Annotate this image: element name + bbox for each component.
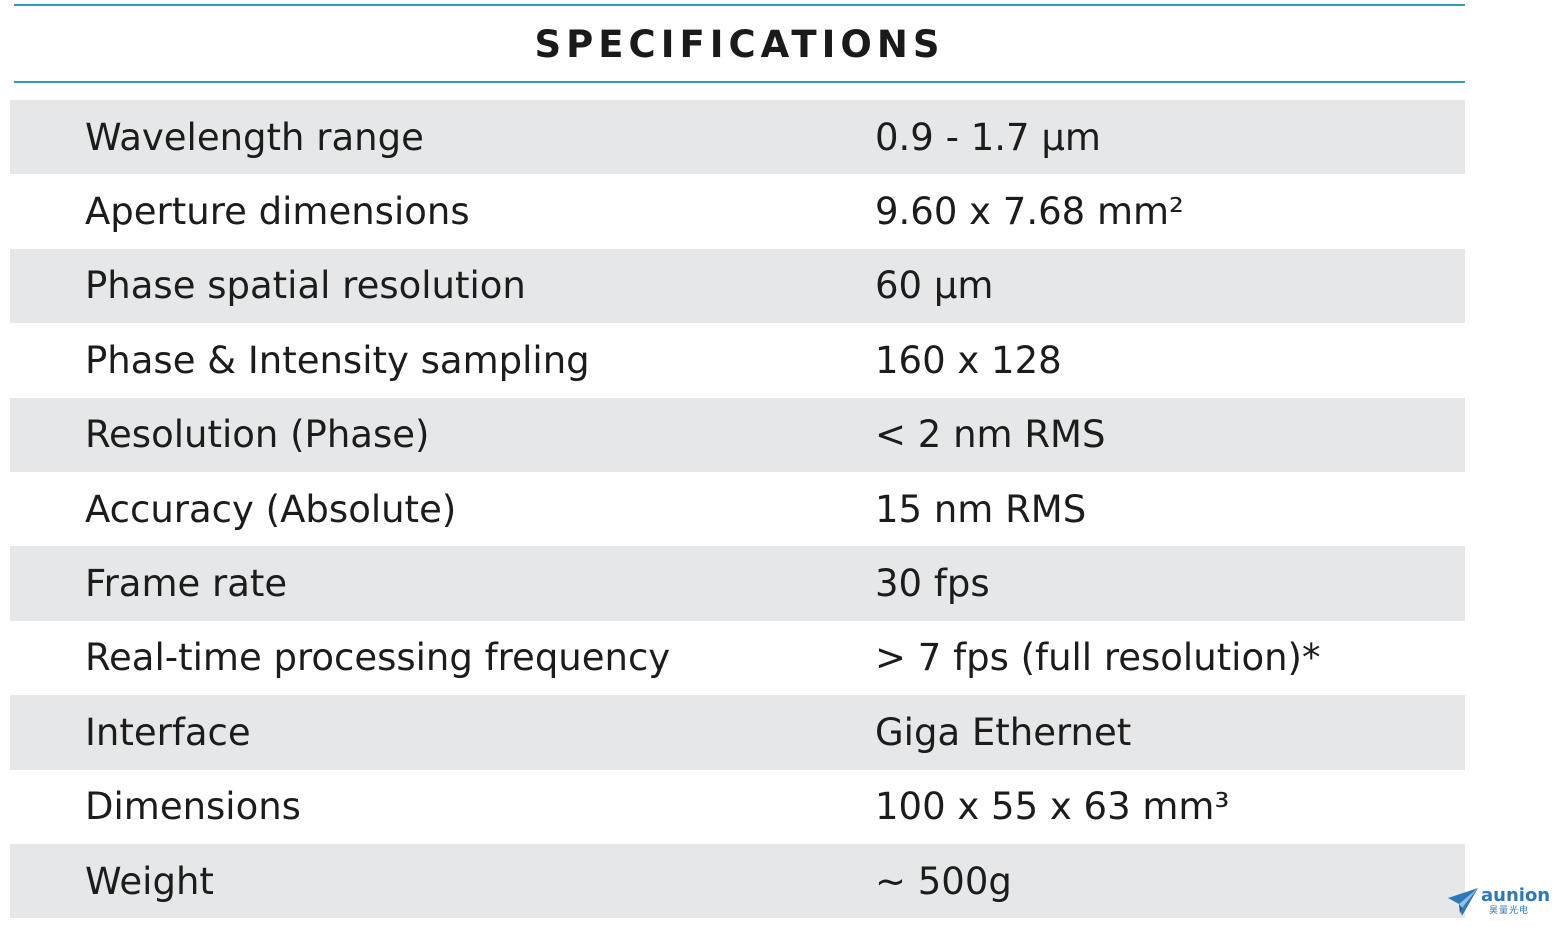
top-rule (14, 4, 1465, 6)
spec-label: Phase spatial resolution (85, 264, 526, 308)
spec-label: Resolution (Phase) (85, 413, 430, 457)
spec-value: 15 nm RMS (875, 487, 1087, 531)
spec-value: 9.60 x 7.68 mm² (875, 190, 1184, 234)
spec-label: Interface (85, 710, 251, 754)
spec-value: 60 μm (875, 264, 994, 308)
spec-value: 160 x 128 (875, 338, 1062, 382)
table-row: Frame rate 30 fps (10, 546, 1465, 621)
spec-value: < 2 nm RMS (875, 413, 1106, 457)
spec-label: Accuracy (Absolute) (85, 487, 457, 531)
spec-value: 30 fps (875, 562, 990, 606)
aunion-logo: aunion 昊量光电 (1446, 884, 1550, 920)
paper-plane-icon (1448, 888, 1478, 916)
spec-label: Frame rate (85, 562, 288, 606)
table-row: Aperture dimensions 9.60 x 7.68 mm² (10, 174, 1465, 249)
table-row: Real-time processing frequency > 7 fps (… (10, 620, 1465, 696)
spec-label: Weight (85, 859, 214, 903)
spec-value: 100 x 55 x 63 mm³ (875, 785, 1230, 829)
table-row: Dimensions 100 x 55 x 63 mm³ (10, 769, 1465, 844)
spec-label: Phase & Intensity sampling (85, 338, 590, 382)
spec-label: Aperture dimensions (85, 190, 470, 234)
table-row: Resolution (Phase) < 2 nm RMS (10, 397, 1465, 472)
table-row: Phase spatial resolution 60 μm (10, 248, 1465, 324)
spec-label: Real-time processing frequency (85, 636, 671, 680)
spec-value: > 7 fps (full resolution)* (875, 636, 1321, 680)
specifications-table: Wavelength range 0.9 - 1.7 μm Aperture d… (10, 100, 1465, 919)
page-title: SPECIFICATIONS (534, 23, 945, 66)
spec-label: Wavelength range (85, 115, 424, 159)
table-row: Weight ~ 500g (10, 843, 1465, 919)
spec-value: ~ 500g (875, 859, 1012, 903)
logo-subtitle: 昊量光电 (1489, 906, 1530, 916)
spec-value: Giga Ethernet (875, 710, 1132, 754)
title-underline-rule (14, 81, 1465, 83)
table-row: Phase & Intensity sampling 160 x 128 (10, 323, 1465, 398)
logo-wordmark: aunion (1481, 885, 1551, 906)
table-row: Wavelength range 0.9 - 1.7 μm (10, 100, 1465, 175)
spec-value: 0.9 - 1.7 μm (875, 115, 1101, 159)
table-row: Interface Giga Ethernet (10, 695, 1465, 770)
spec-label: Dimensions (85, 785, 301, 829)
table-row: Accuracy (Absolute) 15 nm RMS (10, 471, 1465, 547)
